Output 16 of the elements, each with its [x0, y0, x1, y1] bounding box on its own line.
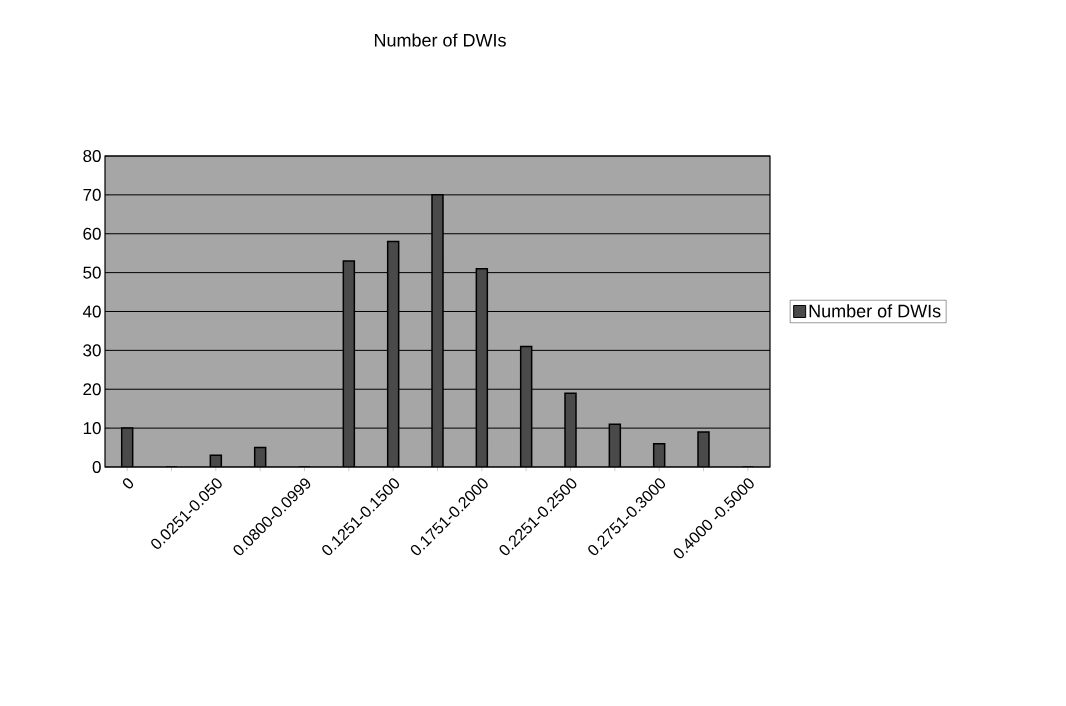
x-tick-label: 0	[122, 478, 134, 489]
bar	[342, 260, 356, 467]
y-tick-label: 20	[83, 383, 101, 396]
bar	[475, 267, 489, 467]
y-tick-label: 50	[83, 266, 101, 279]
y-tick-label: 60	[83, 227, 101, 240]
y-tick-label: 30	[83, 344, 101, 357]
chart-title: Number of DWIs	[374, 33, 506, 47]
bar	[386, 240, 400, 467]
y-tick-label: 10	[83, 422, 101, 435]
bar	[519, 345, 533, 467]
y-tick-label: 40	[82, 305, 101, 318]
y-tick-label: 0	[92, 460, 101, 474]
y-tick-label: 70	[83, 188, 101, 201]
y-tick-label: 80	[83, 149, 101, 163]
legend-label: Number of DWIs	[809, 304, 941, 318]
